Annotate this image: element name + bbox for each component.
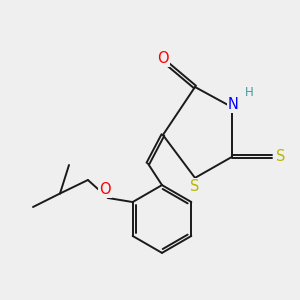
Text: S: S — [276, 149, 285, 164]
Text: N: N — [228, 97, 239, 112]
Text: S: S — [190, 179, 200, 194]
Text: O: O — [157, 51, 169, 66]
Text: H: H — [245, 85, 254, 99]
Text: O: O — [99, 182, 111, 197]
